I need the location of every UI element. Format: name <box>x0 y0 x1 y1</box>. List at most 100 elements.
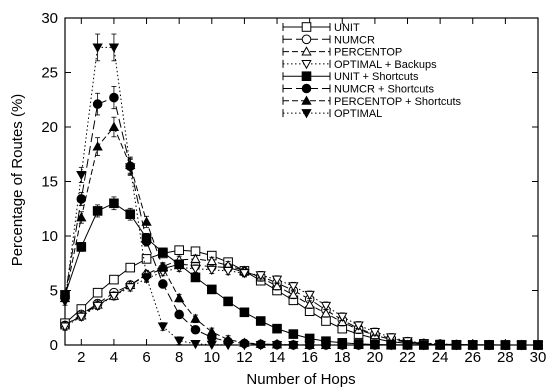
data-point <box>353 321 364 331</box>
data-point <box>321 316 331 326</box>
data-point <box>320 301 332 312</box>
legend-label: OPTIMAL + Backups <box>334 59 437 71</box>
data-point <box>239 269 250 279</box>
data-point <box>141 236 152 247</box>
data-point <box>92 141 103 151</box>
data-point <box>108 292 120 302</box>
data-point <box>109 274 119 285</box>
data-point <box>239 341 250 351</box>
legend-entry: OPTIMAL + Backups <box>282 59 437 71</box>
series-line <box>64 263 538 346</box>
data-point <box>532 341 544 351</box>
data-point <box>190 339 201 350</box>
data-point <box>125 262 136 273</box>
x-tick-label: 16 <box>301 349 318 366</box>
data-point <box>402 341 413 351</box>
data-point <box>174 292 185 303</box>
x-tick-label: 14 <box>269 349 286 366</box>
data-point <box>516 341 527 351</box>
series <box>59 116 544 349</box>
data-point <box>125 209 136 219</box>
data-point <box>271 280 283 291</box>
x-axis-label: Number of Hops <box>246 371 355 388</box>
data-point <box>369 341 381 351</box>
x-tick-label: 20 <box>367 349 384 366</box>
data-point <box>190 313 201 323</box>
data-point <box>174 309 184 320</box>
x-tick-label: 12 <box>236 349 253 366</box>
legend-marker <box>301 109 312 119</box>
data-point <box>190 264 201 275</box>
data-point <box>288 329 299 339</box>
legend-entry: NUMCR + Shortcuts <box>282 83 434 96</box>
data-point <box>125 163 136 173</box>
series-line <box>64 258 538 346</box>
data-point <box>59 322 71 332</box>
data-point <box>174 245 184 255</box>
data-point <box>158 279 168 289</box>
legend-label: UNIT <box>334 22 360 34</box>
data-point <box>206 326 217 336</box>
data-point <box>467 341 478 351</box>
x-tick-label: 26 <box>464 349 481 366</box>
data-point <box>304 299 315 309</box>
legend-label: OPTIMAL <box>334 108 382 120</box>
data-point <box>272 323 282 334</box>
data-point <box>76 242 87 252</box>
series-line <box>64 249 538 346</box>
data-point <box>288 341 299 351</box>
data-point <box>174 336 185 346</box>
data-point <box>434 341 446 351</box>
series <box>59 33 544 351</box>
data-point <box>500 341 511 351</box>
data-point <box>239 307 250 318</box>
data-point <box>271 275 283 285</box>
data-point <box>206 340 217 351</box>
legend-label: NUMCR + Shortcuts <box>334 84 434 96</box>
data-point <box>353 341 364 351</box>
series-layer <box>59 33 544 351</box>
data-point <box>304 341 315 351</box>
y-tick-label: 25 <box>41 65 58 82</box>
x-tick-label: 10 <box>203 349 220 366</box>
x-tick-label: 30 <box>530 349 547 366</box>
data-point <box>141 254 152 264</box>
legend-marker <box>301 95 312 105</box>
data-point <box>206 255 217 266</box>
legend-entry: UNIT + Shortcuts <box>282 71 419 83</box>
x-tick-label: 28 <box>497 349 514 366</box>
series-line <box>64 126 538 346</box>
data-point <box>141 216 152 226</box>
x-tick-label: 4 <box>110 349 118 366</box>
x-tick-label: 2 <box>77 349 85 366</box>
data-point <box>59 297 71 307</box>
data-point <box>255 316 266 326</box>
series-line <box>64 202 538 346</box>
data-point <box>157 262 169 272</box>
legend-label: NUMCR <box>334 34 375 46</box>
data-point <box>320 308 332 318</box>
legend-entry: NUMCR <box>282 34 375 46</box>
plot-frame <box>64 17 539 346</box>
data-point <box>222 266 234 277</box>
data-point <box>190 253 201 263</box>
data-point <box>174 259 184 270</box>
data-point <box>320 341 332 351</box>
data-point <box>109 92 119 103</box>
data-point <box>418 341 429 351</box>
legend-entry: PERCENTOP + Shortcuts <box>282 95 462 108</box>
legend-marker <box>301 59 312 70</box>
legend-label: PERCENTOP <box>334 47 402 59</box>
data-point <box>76 171 87 181</box>
data-point <box>304 290 315 301</box>
data-point <box>158 247 168 258</box>
data-point <box>76 312 87 322</box>
legend-marker <box>301 83 312 94</box>
legend-label: UNIT + Shortcuts <box>334 71 419 83</box>
data-point <box>141 273 152 283</box>
data-point <box>223 296 233 307</box>
data-point <box>271 341 283 351</box>
series <box>60 196 543 350</box>
